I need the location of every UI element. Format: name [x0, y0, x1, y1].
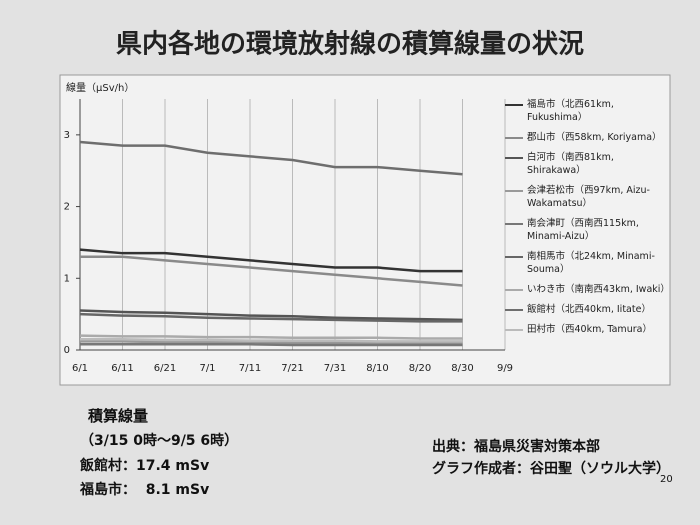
series-line [79, 140, 463, 176]
legend-label: 南相馬市（北24km, Minami-Souma） [527, 251, 655, 275]
x-tick-label: 8/30 [451, 363, 473, 374]
x-tick-label: 8/20 [409, 363, 431, 374]
legend-label: 郡山市（西58km, Koriyama） [527, 132, 662, 143]
series-line [79, 312, 463, 323]
y-tick-label: 3 [64, 130, 70, 141]
legend-item: 白河市（南西81km, Shirakawa） [505, 151, 670, 177]
legend-item: いわき市（南南西43km, Iwaki） [505, 283, 670, 296]
legend-swatch [505, 309, 523, 311]
legend-item: 南会津町（西南西115km, Minami-Aizu） [505, 217, 670, 243]
chart-title: 県内各地の環境放射線の積算線量の状況 [116, 29, 584, 60]
legend-item: 福島市（北西61km, Fukushima） [505, 98, 670, 124]
legend-swatch [505, 104, 523, 106]
series-line [79, 309, 463, 322]
series-line [80, 340, 463, 345]
series-line [80, 255, 463, 287]
legend-swatch [505, 256, 523, 258]
legend-item: 田村市（西40km, Tamura） [505, 323, 670, 336]
legend-label: 南会津町（西南西115km, Minami-Aizu） [527, 218, 639, 242]
legend-label: 飯館村（北西40km, Iitate） [527, 304, 651, 315]
legend-item: 郡山市（西58km, Koriyama） [505, 131, 670, 144]
y-tick-label: 2 [64, 202, 70, 213]
series-line [79, 334, 463, 340]
x-tick-label: 6/1 [72, 363, 88, 374]
notes-iitate: 飯館村：17.4 mSv [80, 458, 210, 474]
series-line [80, 343, 463, 347]
series-line [79, 248, 463, 273]
x-tick-label: 9/9 [497, 363, 513, 374]
legend-swatch [505, 329, 523, 331]
x-tick-label: 8/10 [366, 363, 388, 374]
legend-item: 南相馬市（北24km, Minami-Souma） [505, 250, 670, 276]
page-number: 20 [660, 474, 673, 485]
x-tick-label: 7/1 [199, 363, 215, 374]
notes-heading: 積算線量 [88, 407, 149, 425]
source: 出典：福島県災害対策本部 [432, 439, 600, 455]
y-tick-label: 1 [64, 273, 70, 284]
legend-label: 福島市（北西61km, Fukushima） [527, 99, 614, 123]
legend: 福島市（北西61km, Fukushima） 郡山市（西58km, Koriyam… [505, 98, 670, 343]
legend-item: 会津若松市（西97km, Aizu-Wakamatsu） [505, 184, 670, 210]
legend-swatch [505, 137, 523, 139]
series-line [80, 337, 463, 343]
notes-fukushima: 福島市： 8.1 mSv [80, 482, 210, 498]
legend-swatch [505, 157, 523, 159]
notes-period: （3/15 0時～9/5 6時） [80, 433, 239, 449]
legend-swatch [505, 223, 523, 225]
x-tick-label: 7/21 [281, 363, 303, 374]
legend-swatch [505, 289, 523, 291]
legend-label: 会津若松市（西97km, Aizu-Wakamatsu） [527, 185, 650, 209]
x-tick-label: 6/21 [154, 363, 176, 374]
legend-label: いわき市（南南西43km, Iwaki） [527, 284, 670, 295]
legend-item: 飯館村（北西40km, Iitate） [505, 303, 670, 316]
x-tick-label: 7/11 [239, 363, 261, 374]
chart-frame [59, 74, 671, 386]
x-tick-label: 6/11 [111, 363, 133, 374]
y-axis-label: 線量（μSv/h） [66, 81, 134, 94]
y-tick-label: 0 [64, 345, 70, 356]
legend-swatch [505, 190, 523, 192]
author: グラフ作成者：谷田聖（ソウル大学） [432, 461, 670, 477]
x-tick-label: 7/31 [324, 363, 346, 374]
legend-label: 田村市（西40km, Tamura） [527, 324, 652, 335]
legend-label: 白河市（南西81km, Shirakawa） [527, 152, 614, 176]
